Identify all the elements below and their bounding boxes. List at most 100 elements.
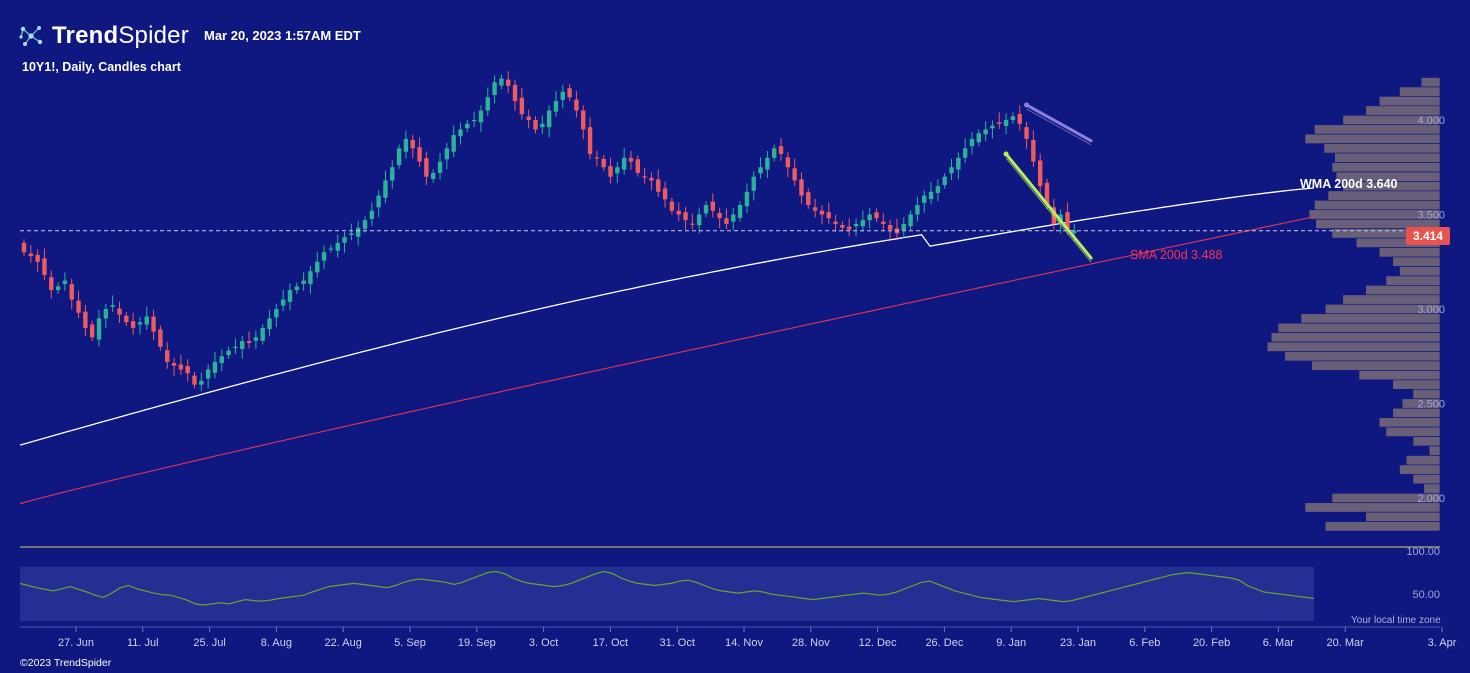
candle[interactable] [69,278,74,310]
candle[interactable] [874,208,879,223]
candle[interactable] [62,272,68,291]
candle[interactable] [922,190,927,213]
candle[interactable] [656,169,661,198]
candle[interactable] [451,125,456,158]
candle[interactable] [581,105,586,140]
candle[interactable] [915,196,920,222]
trendline-anchor[interactable] [1024,102,1030,108]
candle[interactable] [130,312,136,335]
candle[interactable] [935,179,941,202]
candle[interactable] [35,249,40,272]
candle[interactable] [226,346,231,359]
candle[interactable] [717,207,722,229]
candle[interactable] [901,217,906,239]
candle[interactable] [540,115,545,134]
candle[interactable] [233,338,238,354]
candle[interactable] [117,301,122,323]
candle[interactable] [410,134,415,159]
candle[interactable] [881,213,886,231]
candle[interactable] [355,220,361,246]
candle[interactable] [969,132,975,155]
candle[interactable] [512,79,518,111]
candle[interactable] [458,122,463,145]
candle[interactable] [751,171,756,201]
candle[interactable] [690,213,695,230]
candle[interactable] [526,109,531,129]
candle[interactable] [731,207,736,230]
candle[interactable] [976,129,981,147]
candle[interactable] [267,310,272,336]
candle[interactable] [485,87,490,116]
trendline-purple[interactable] [1025,103,1093,143]
candle[interactable] [860,210,866,232]
candle[interactable] [772,144,777,162]
candle[interactable] [137,316,143,335]
candle[interactable] [628,150,634,170]
candle[interactable] [615,161,620,184]
candle[interactable] [151,309,156,340]
timezone-label[interactable]: Your local time zone [1351,615,1441,626]
candle[interactable] [390,160,395,189]
candle[interactable] [178,354,184,375]
candle[interactable] [649,172,654,191]
candle[interactable] [567,84,572,102]
candle[interactable] [833,214,838,233]
candle[interactable] [205,364,211,389]
candle[interactable] [362,216,368,233]
candle[interactable] [949,158,954,181]
candle[interactable] [424,151,429,186]
candle[interactable] [710,193,716,218]
candle[interactable] [471,111,477,128]
trendline-green[interactable] [1004,152,1093,260]
candle[interactable] [294,282,299,294]
candle[interactable] [1017,105,1022,131]
candle[interactable] [274,303,279,328]
candle[interactable] [812,199,818,218]
candle[interactable] [253,330,259,350]
candle[interactable] [594,150,600,167]
candle[interactable] [321,245,327,269]
candle[interactable] [608,157,613,184]
candle[interactable] [42,248,47,281]
candle[interactable] [806,188,811,209]
candle[interactable] [90,320,95,342]
candle[interactable] [546,105,552,138]
candle[interactable] [662,181,668,208]
candle[interactable] [499,74,504,90]
candle[interactable] [519,87,525,120]
candle[interactable] [219,349,224,372]
candle[interactable] [158,325,163,351]
candle[interactable] [765,150,770,178]
candle[interactable] [942,172,947,189]
candle[interactable] [908,210,913,230]
candle[interactable] [171,357,177,376]
candle[interactable] [437,153,443,180]
candle[interactable] [990,120,995,139]
candle[interactable] [506,71,511,93]
candle[interactable] [103,303,109,329]
candle[interactable] [287,283,293,311]
candle[interactable] [308,265,313,294]
candle[interactable] [369,202,375,226]
candle[interactable] [799,172,804,204]
candle[interactable] [110,295,115,313]
candle[interactable] [185,359,190,382]
candle[interactable] [683,206,688,230]
candle[interactable] [124,312,129,327]
candle[interactable] [96,310,102,347]
candle[interactable] [396,144,402,169]
candle[interactable] [28,245,34,263]
candle[interactable] [983,121,988,142]
candle[interactable] [83,304,88,337]
candle[interactable] [847,218,852,237]
candle[interactable] [962,138,968,164]
candle[interactable] [431,169,436,183]
candle[interactable] [349,223,354,241]
candle[interactable] [21,239,27,257]
candle[interactable] [887,219,893,240]
candle[interactable] [676,202,681,222]
candle[interactable] [601,155,606,172]
candle[interactable] [342,231,347,253]
candle[interactable] [737,201,743,222]
candle[interactable] [301,272,306,291]
